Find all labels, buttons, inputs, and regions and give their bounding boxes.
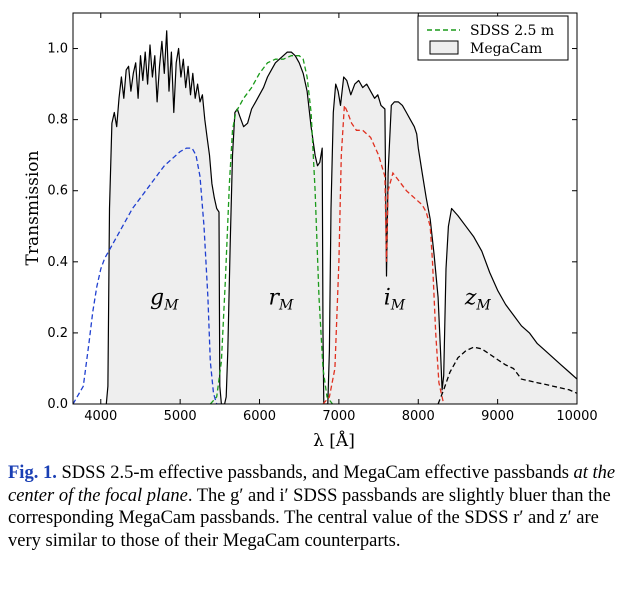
legend: SDSS 2.5 m MegaCam: [417, 15, 569, 61]
y-axis-label: Transmission: [23, 151, 43, 266]
series-group: [73, 30, 577, 404]
series-fill-megacam: [106, 30, 577, 404]
x-axis-label: λ [Å]: [313, 430, 355, 451]
caption-text-2: . The g′ and i′ SDSS passbands are sligh…: [8, 485, 611, 551]
series-line-megacam: [105, 30, 577, 404]
series-line-sdss-z: [437, 346, 577, 404]
x-tick-label-6000: 6000: [243, 409, 276, 424]
x-tick-label-5000: 5000: [164, 409, 197, 424]
y-tick-label-3: 0.6: [47, 184, 68, 199]
legend-sdss-label: SDSS 2.5 m: [470, 23, 554, 39]
y-tick-label-4: 0.8: [47, 113, 68, 128]
x-tick-label-8000: 8000: [402, 409, 435, 424]
y-tick-label-5: 1.0: [47, 42, 68, 57]
y-tick-label-0: 0.0: [47, 397, 68, 412]
y-tick-label-2: 0.4: [47, 255, 68, 270]
figure-label: Fig. 1.: [8, 463, 57, 483]
y-tick-label-1: 0.2: [47, 326, 68, 341]
x-tick-label-9000: 9000: [481, 409, 514, 424]
band-label-z: zM: [464, 285, 492, 313]
x-tick-label-4000: 4000: [84, 409, 117, 424]
band-label-i: iM: [384, 285, 406, 313]
caption-text-1: SDSS 2.5-m effective passbands, and Mega…: [56, 463, 574, 483]
caption-text-italic: at the center of the focal plane: [8, 463, 616, 506]
band-label-r: rM: [269, 285, 295, 313]
band-label-g: gM: [150, 285, 179, 313]
transmission-chart: 4000 5000 6000 7000 8000 9000 10000 0.0 0.2 0.4 0.…: [23, 12, 598, 451]
x-tick-label-7000: 7000: [322, 409, 355, 424]
x-tick-label-10000: 10000: [556, 409, 597, 424]
legend-megacam-swatch: [429, 40, 459, 55]
axes: 4000 5000 6000 7000 8000 9000 10000 0.0 0.2 0.4 0.…: [47, 12, 598, 424]
plot-frame: [72, 12, 578, 405]
figure-caption: Fig. 1. SDSS 2.5-m effective passbands, …: [8, 462, 628, 552]
legend-megacam-label: MegaCam: [470, 41, 542, 57]
plot-area: [73, 30, 577, 404]
band-labels: gM rM iM zM: [150, 285, 491, 313]
series-line-sdss-i: [322, 105, 445, 404]
